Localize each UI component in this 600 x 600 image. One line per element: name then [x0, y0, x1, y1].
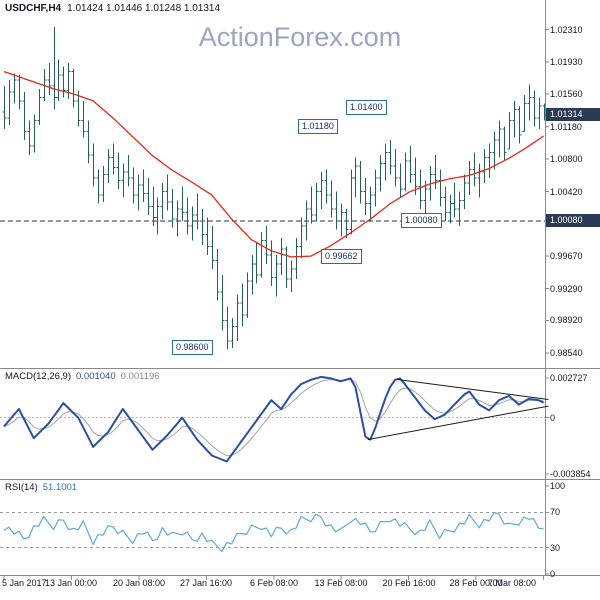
rsi-line	[3, 511, 544, 553]
watermark: ActionForex.com	[198, 22, 402, 52]
macd-signal-value: 0.001196	[120, 371, 160, 382]
rsi-name: RSI(14)	[5, 482, 38, 493]
ohlc-values: 1.01424 1.01446 1.01248 1.01314	[67, 3, 221, 14]
macd-indicator-label: MACD(12,26,9) 0.001040 0.001196	[5, 371, 165, 382]
symbol-label: USDCHF,H4	[5, 3, 62, 14]
macd-line	[3, 375, 545, 463]
macd-name: MACD(12,26,9)	[5, 371, 71, 382]
chart-frame	[0, 0, 600, 580]
macd-trendlines	[367, 379, 549, 441]
rsi-value: 51.1001	[42, 482, 78, 493]
symbol-ohlc-header: USDCHF,H4 1.01424 1.01446 1.01248 1.01314	[5, 3, 220, 14]
macd-signal-line	[3, 379, 544, 457]
rsi-indicator-label: RSI(14) 51.1001	[5, 482, 82, 493]
moving-average-line	[3, 70, 544, 258]
price-bars	[2, 27, 547, 350]
macd-main-value: 0.001040	[76, 371, 116, 382]
